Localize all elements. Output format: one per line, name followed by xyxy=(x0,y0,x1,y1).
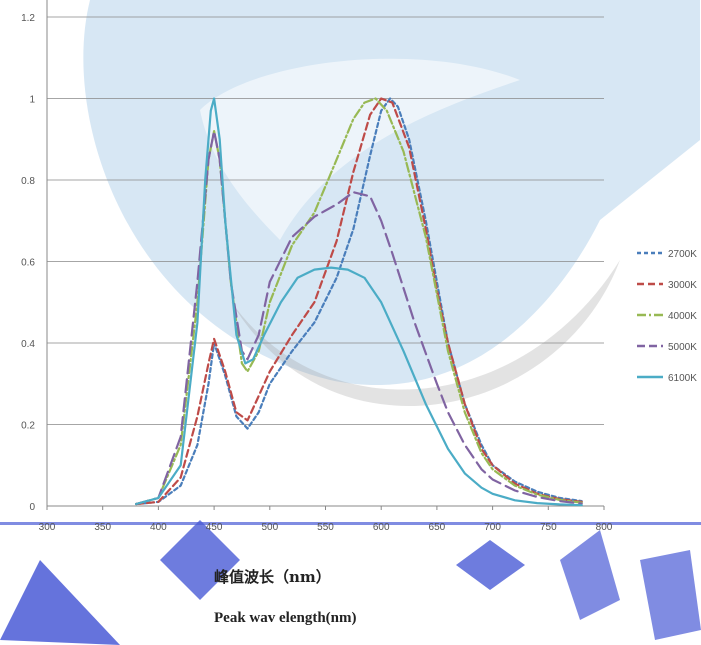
legend-label: 3000K xyxy=(668,280,697,291)
y-tick-label: 0.2 xyxy=(21,421,35,432)
x-tick-label: 500 xyxy=(261,522,278,533)
watermark-glyph xyxy=(560,530,620,620)
watermark-glyph xyxy=(0,560,120,645)
x-tick-label: 350 xyxy=(94,522,111,533)
y-tick-label: 0.4 xyxy=(21,339,35,350)
legend-label: 5000K xyxy=(668,342,697,353)
x-tick-label: 750 xyxy=(540,522,557,533)
gridlines xyxy=(47,16,604,425)
x-tick-label: 550 xyxy=(317,522,334,533)
y-tick-label: 1.2 xyxy=(21,13,35,24)
series-line-6100K xyxy=(135,97,583,507)
x-tick-label: 600 xyxy=(373,522,390,533)
x-axis-label-english: Peak wav elength(nm) xyxy=(214,610,357,626)
series-line-5000K xyxy=(135,130,583,506)
legend-label: 4000K xyxy=(668,311,697,322)
x-tick-label: 650 xyxy=(429,522,446,533)
y-tick-labels: 0 0.2 0.4 0.6 0.8 1 1.2 xyxy=(21,13,35,513)
legend-label: 6100K xyxy=(668,373,697,384)
x-tick-label: 400 xyxy=(150,522,167,533)
y-tick-label: 0 xyxy=(29,502,35,513)
watermark-band xyxy=(0,522,701,525)
watermark-shadow xyxy=(230,260,620,407)
series-line-3000K xyxy=(135,97,583,506)
legend: 2700K 3000K 4000K 5000K 6100K xyxy=(637,249,697,384)
x-tick-label: 800 xyxy=(596,522,613,533)
legend-label: 2700K xyxy=(668,249,697,260)
y-tick-label: 0.8 xyxy=(21,176,35,187)
x-tick-labels: 300 350 400 450 500 550 600 650 700 750 800 xyxy=(39,506,613,533)
watermark-glyph xyxy=(640,550,701,640)
watermark-glyph xyxy=(160,520,240,600)
series-line-2700K xyxy=(135,97,583,506)
watermark-glyph xyxy=(456,540,525,590)
x-tick-label: 700 xyxy=(484,522,501,533)
x-axis-label: 峰值波长（nm） xyxy=(214,568,331,586)
series-lines xyxy=(135,97,583,507)
y-tick-label: 0.6 xyxy=(21,258,35,269)
x-tick-label: 450 xyxy=(206,522,223,533)
x-tick-label: 300 xyxy=(39,522,56,533)
y-tick-label: 1 xyxy=(29,95,35,106)
